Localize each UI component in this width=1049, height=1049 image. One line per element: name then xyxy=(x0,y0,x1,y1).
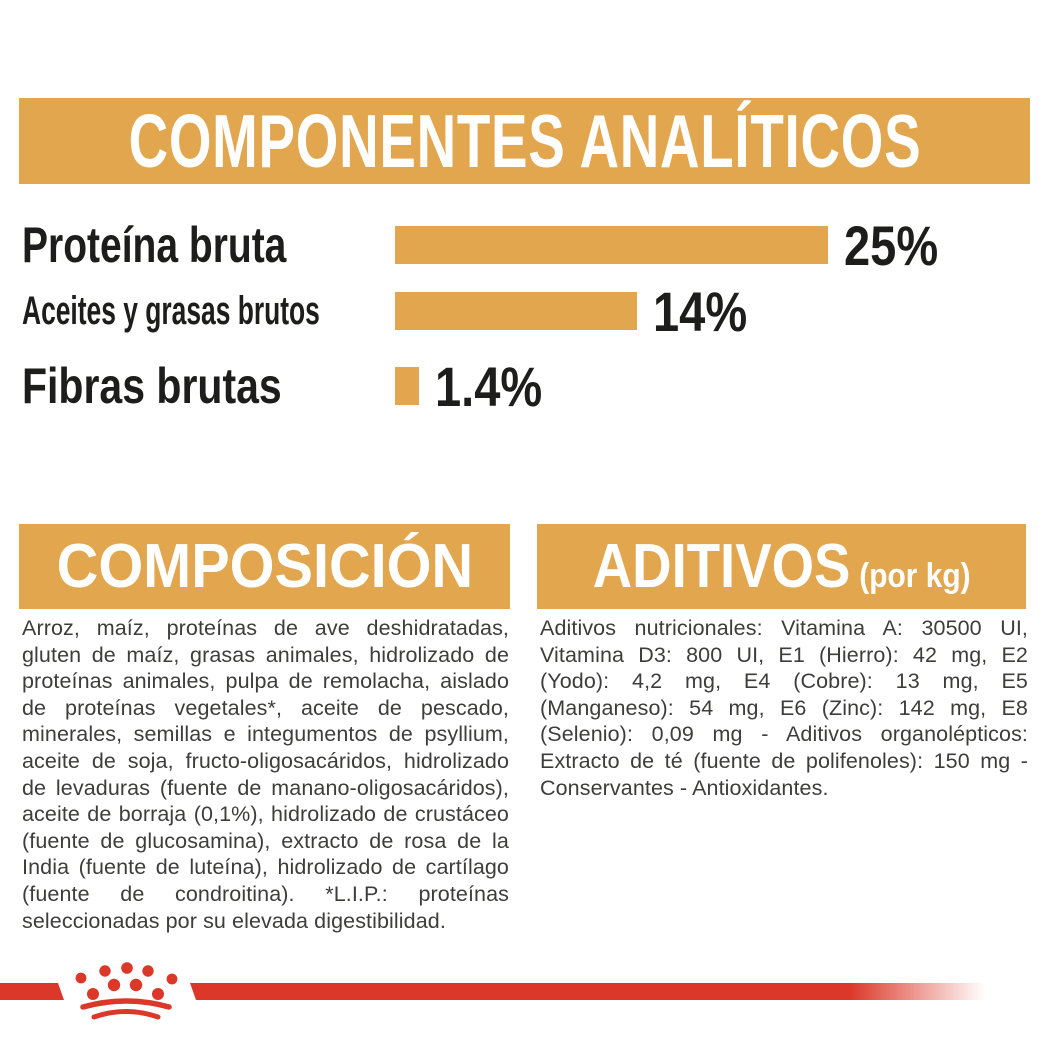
footer-stripe-right xyxy=(190,983,985,1000)
bar-label: Fibras brutas xyxy=(22,358,282,414)
bar-label: Aceites y grasas brutos xyxy=(22,288,320,333)
analytical-components-title: COMPONENTES ANALÍTICOS xyxy=(128,99,921,183)
additives-text: Aditivos nutricionales: Vitamina A: 3050… xyxy=(540,616,1028,800)
bar-value: 25% xyxy=(844,213,939,277)
bar xyxy=(395,367,419,405)
royal-canin-crown-icon xyxy=(75,962,178,1020)
additives-title-suffix: (por kg) xyxy=(859,557,971,595)
composition-text: Arroz, maíz, proteínas de ave deshidrata… xyxy=(22,616,509,933)
additives-header-band: ADITIVOS (por kg) xyxy=(537,524,1026,609)
bar-value: 1.4% xyxy=(435,354,543,418)
chart-row-1: Aceites y grasas brutos 14% xyxy=(0,280,1049,343)
bar xyxy=(395,226,828,264)
chart-row-0: Proteína bruta 25% xyxy=(0,214,1049,277)
bar xyxy=(395,292,637,330)
bar-label: Proteína bruta xyxy=(22,217,287,273)
additives-title: ADITIVOS xyxy=(592,532,851,601)
footer-stripe-left xyxy=(0,983,64,1000)
additives-title-group: ADITIVOS (por kg) xyxy=(593,531,971,602)
bar-value: 14% xyxy=(653,279,748,343)
chart-row-2: Fibras brutas 1.4% xyxy=(0,355,1049,418)
composition-title: COMPOSICIÓN xyxy=(56,532,473,601)
composition-header-band: COMPOSICIÓN xyxy=(19,524,510,609)
analytical-components-header-band: COMPONENTES ANALÍTICOS xyxy=(19,98,1030,184)
